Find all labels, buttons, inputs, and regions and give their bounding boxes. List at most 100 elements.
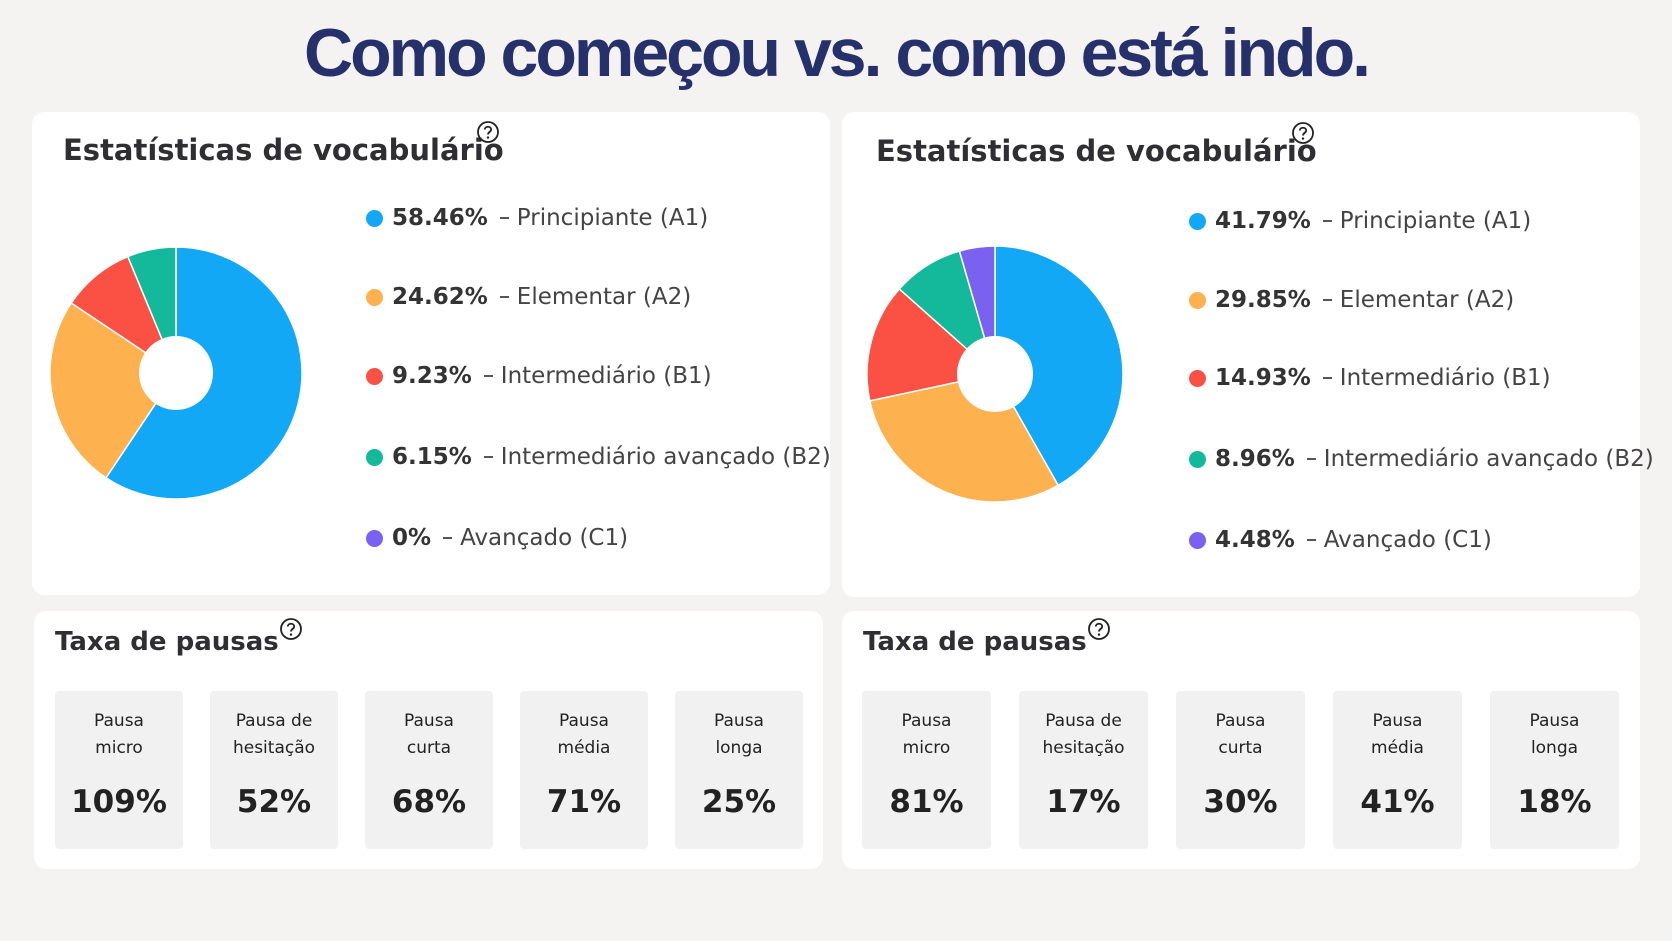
pause-value: 17% [1046,784,1121,820]
help-dot [1097,633,1101,636]
pie-chart [49,246,303,500]
help-icon [1088,618,1110,640]
pause-value: 109% [71,784,167,820]
help-circle [477,121,499,143]
legend-dot [366,367,383,385]
panel-title: Taxa de pausas [55,627,279,657]
legend-label: Avançado (C1) [1323,527,1492,553]
legend-dot [1189,212,1206,230]
pause-label: Pausa média [1371,711,1424,758]
pause-label: Pausa média [557,711,611,758]
legend-dot [366,529,383,547]
help-circle [1292,122,1314,144]
legend-label: Intermediário avançado (B2) [1323,446,1654,472]
legend-label: Elementar (A2) [516,284,692,310]
legend-value: 14.93% [1215,365,1311,391]
panel-title: Estatísticas de vocabulário [876,134,1317,168]
legend-item: 24.62% Elementar (A2) [366,282,691,312]
legend-item: 41.79% Principiante (A1) [1189,206,1531,236]
legend-value: 8.96% [1215,446,1295,472]
legend-label: Intermediário avançado (B2) [500,444,831,470]
legend-dot [366,448,383,466]
donut-hole [957,336,1033,412]
donut-hole [139,336,213,410]
pause-card: Pausa curta 30% [1176,691,1305,849]
pause-label: Pausa de hesitação [232,711,316,758]
legend-dash [443,537,453,539]
legend-value: 0% [392,525,432,551]
legend-item: 14.93% Intermediário (B1) [1189,363,1551,393]
pause-card: Pausa de hesitação 52% [210,691,338,849]
pause-label: Pausa longa [714,711,764,758]
legend-item: 6.15% Intermediário avançado (B2) [366,442,831,472]
pause-value: 68% [391,784,467,820]
help-icon [1292,122,1314,144]
pause-label: Pausa longa [1529,711,1580,758]
legend-item: 29.85% Elementar (A2) [1189,285,1514,315]
legend-value: 24.62% [392,284,488,310]
legend-label: Elementar (A2) [1339,287,1515,313]
pie-slice [994,245,1124,487]
pause-label: Pausa micro [901,711,952,758]
legend-dot [366,288,383,306]
legend-dash [1322,377,1332,379]
legend-label: Intermediário (B1) [1339,365,1551,391]
pause-value: 52% [236,784,312,820]
legend-dash [1306,539,1316,541]
legend-dash [499,296,509,298]
legend-dot [1189,450,1206,468]
legend-value: 4.48% [1215,527,1295,553]
pie-chart [866,245,1124,503]
pause-value: 71% [546,784,622,820]
help-dot [289,633,293,636]
help-dot [486,136,490,139]
legend-dash [1306,458,1316,460]
pause-card: Pausa longa 18% [1490,691,1619,849]
legend-dash [499,217,509,219]
pause-label: Pausa de hesitação [1042,711,1125,758]
legend-dash [1322,220,1332,222]
legend-label: Principiante (A1) [1339,208,1532,234]
pause-value: 41% [1360,784,1435,820]
legend-dot [1189,291,1206,309]
help-mark [483,125,493,135]
pause-value: 81% [889,784,964,820]
legend-label: Principiante (A1) [516,205,709,231]
legend-value: 9.23% [392,363,472,389]
legend-dot [1189,369,1206,387]
help-mark [1094,622,1104,632]
legend-value: 29.85% [1215,287,1311,313]
help-circle [1088,618,1110,640]
help-icon [280,618,302,640]
pause-card: Pausa média 41% [1333,691,1462,849]
legend-dash [483,456,493,458]
pause-card: Pausa curta 68% [365,691,493,849]
legend-value: 58.46% [392,205,488,231]
legend-item: 58.46% Principiante (A1) [366,203,708,233]
help-icon [477,121,499,143]
legend-dash [483,375,493,377]
legend-item: 9.23% Intermediário (B1) [366,361,712,391]
help-circle [280,618,302,640]
pause-card: Pausa micro 109% [55,691,183,849]
pause-card: Pausa de hesitação 17% [1019,691,1148,849]
legend-value: 6.15% [392,444,472,470]
pause-card: Pausa micro 81% [862,691,991,849]
pie-slice [49,301,178,479]
legend-dot [1189,531,1206,549]
legend-item: 8.96% Intermediário avançado (B2) [1189,444,1654,474]
panel-title: Taxa de pausas [863,627,1087,657]
legend-item: 0% Avançado (C1) [366,523,628,553]
legend-dash [1322,299,1332,301]
pause-card: Pausa longa 25% [675,691,803,849]
panel-title: Estatísticas de vocabulário [63,133,504,167]
pause-label: Pausa curta [1215,711,1266,758]
pause-value: 30% [1203,784,1278,820]
legend-label: Intermediário (B1) [500,363,712,389]
help-mark [286,622,296,632]
pause-value: 25% [701,784,777,820]
pause-card: Pausa média 71% [520,691,648,849]
legend-dot [366,209,383,227]
pause-label: Pausa micro [94,711,144,758]
